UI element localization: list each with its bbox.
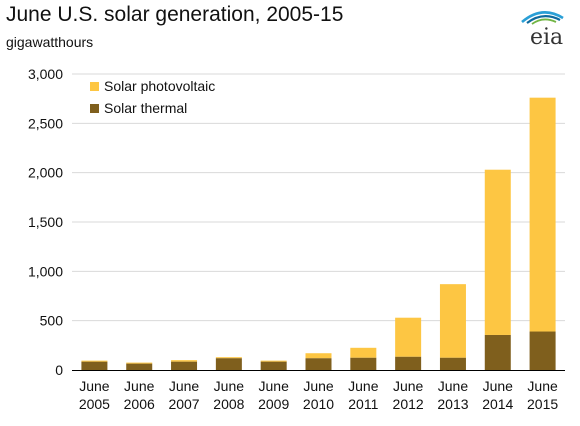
legend-label-solar-photovoltaic: Solar photovoltaic	[104, 78, 215, 94]
bar-solar-thermal	[484, 334, 511, 370]
bar-solar-thermal	[395, 356, 422, 370]
x-tick-label-line2: 2015	[527, 396, 558, 412]
bar-solar-thermal	[260, 361, 287, 370]
bar-solar-thermal	[439, 357, 466, 370]
y-tick-label: 2,500	[28, 115, 63, 131]
x-tick-label-line1: June	[527, 378, 558, 394]
chart-title: June U.S. solar generation, 2005-15	[6, 3, 344, 26]
logo-arc-3	[531, 18, 557, 25]
x-tick-label-line2: 2011	[348, 396, 378, 412]
bar-solar-photovoltaic	[305, 353, 332, 359]
bar-solar-thermal	[171, 361, 198, 370]
bar-solar-photovoltaic	[215, 357, 242, 359]
bar-solar-thermal	[126, 363, 153, 370]
x-tick-label-line1: June	[79, 378, 110, 394]
x-tick-label-line1: June	[259, 378, 290, 394]
x-tick-label-line1: June	[303, 378, 334, 394]
axis-layer: 0 500 1,000 1,500 2,000 2,500 3,000 June 2005 Jun…	[28, 66, 565, 412]
x-tick-label-line2: 2014	[482, 396, 513, 412]
x-tick-label-line1: June	[348, 378, 379, 394]
legend-swatch-solar-thermal	[90, 104, 99, 113]
bar-solar-thermal	[529, 331, 556, 370]
x-tick-label-line2: 2009	[258, 396, 289, 412]
bar-solar-photovoltaic	[81, 360, 108, 362]
logo-arc-1	[521, 11, 564, 24]
x-tick-label-line2: 2012	[393, 396, 424, 412]
x-tick-label-line2: 2010	[303, 396, 334, 412]
bar-solar-photovoltaic	[350, 347, 377, 358]
legend-label-solar-thermal: Solar thermal	[104, 100, 187, 116]
x-tick-label-line2: 2007	[168, 396, 199, 412]
logo-arc-2	[526, 15, 561, 24]
x-tick-label-line1: June	[169, 378, 200, 394]
bar-solar-photovoltaic	[171, 360, 198, 362]
y-tick-label: 3,000	[28, 66, 63, 82]
bar-solar-thermal	[350, 357, 377, 370]
x-tick-label-line2: 2008	[213, 396, 244, 412]
x-tick-label-line2: 2006	[124, 396, 155, 412]
y-axis-unit-label: gigawatthours	[6, 34, 94, 50]
x-tick-label-line1: June	[438, 378, 469, 394]
x-tick-label-line1: June	[393, 378, 424, 394]
x-tick-label-line1: June	[483, 378, 514, 394]
y-tick-label: 2,000	[28, 165, 63, 181]
y-tick-label: 1,500	[28, 214, 63, 230]
y-tick-label: 500	[40, 313, 64, 329]
bar-solar-thermal	[305, 358, 332, 370]
eia-logo: eia	[518, 8, 572, 50]
bars-layer	[81, 97, 556, 370]
legend-swatch-solar-photovoltaic	[90, 82, 99, 91]
y-tick-label: 1,000	[28, 263, 63, 279]
bar-solar-thermal	[215, 358, 242, 370]
x-tick-label-line2: 2005	[79, 396, 110, 412]
x-tick-label-line1: June	[124, 378, 155, 394]
grid-layer	[72, 73, 565, 322]
y-tick-label: 0	[55, 362, 63, 378]
bar-solar-photovoltaic	[484, 169, 511, 335]
logo-text: eia	[530, 25, 563, 48]
bar-solar-photovoltaic	[395, 317, 422, 357]
bar-solar-photovoltaic	[260, 360, 287, 362]
x-tick-label-line1: June	[214, 378, 245, 394]
bar-solar-photovoltaic	[126, 362, 153, 364]
bar-solar-photovoltaic	[529, 97, 556, 332]
bar-solar-thermal	[81, 361, 108, 370]
x-tick-label-line2: 2013	[437, 396, 468, 412]
bar-solar-photovoltaic	[439, 284, 466, 358]
legend-layer: Solar photovoltaic Solar thermal	[90, 78, 215, 116]
